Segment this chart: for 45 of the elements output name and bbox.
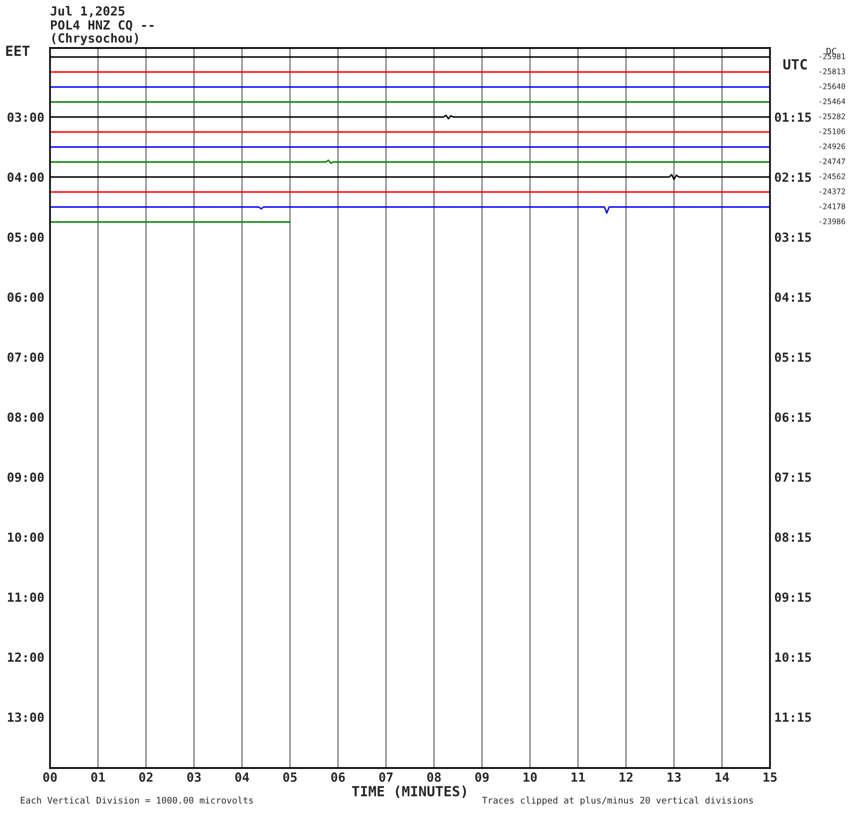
y2-tick-label: 07:15 — [774, 472, 811, 482]
x-tick-label: 03 — [187, 772, 201, 782]
y-tick-label: 05:00 — [8, 232, 44, 242]
chart-subtitle: POL4 HNZ CQ -- (Chrysochou) — [50, 20, 154, 46]
y2-tick-label: 03:15 — [774, 232, 811, 242]
y-tick-label: 09:00 — [8, 472, 44, 482]
x-tick-label: 07 — [379, 772, 393, 782]
y-tick-label: 12:00 — [8, 652, 44, 662]
x-tick-label: 11 — [572, 772, 585, 782]
y2-tick-label: 09:15 — [774, 592, 811, 602]
y2-tick-label: 11:15 — [775, 712, 811, 722]
y-tick-label: 13:00 — [8, 712, 44, 722]
text: Each Vertical Division = 1000.00 microvolts — [20, 796, 253, 804]
y2-tick-label: 10:15 — [775, 652, 811, 662]
y-tick-label: 08:00 — [8, 412, 44, 422]
y2-tick-label: 01:15 — [774, 112, 811, 122]
x-tick-label: 13 — [668, 772, 681, 782]
x-tick-label: 00 — [43, 772, 57, 782]
y2-axis-title: UTC — [783, 59, 807, 70]
x-axis-title: TIME (MINUTES) — [352, 786, 466, 798]
y2-tick-label: 05:15 — [774, 352, 811, 362]
x-tick-label: 08 — [427, 772, 441, 782]
y2-tick-label: 04:15 — [774, 292, 811, 302]
x-tick-label: 02 — [139, 772, 152, 782]
y2-tick-label: 08:15 — [774, 532, 811, 542]
y2-tick-label: 06:15 — [774, 412, 811, 422]
x-tick-label: 10 — [524, 772, 537, 782]
x-tick-label: 04 — [235, 772, 249, 782]
y-tick-label: 06:00 — [8, 292, 44, 302]
text: Traces clipped at plus/minus 20 vertical divisions — [482, 796, 753, 806]
x-tick-label: 06 — [331, 772, 345, 782]
y-tick-label: 03:00 — [8, 112, 44, 122]
x-tick-label: 12 — [620, 772, 632, 782]
x-tick-label: 09 — [475, 772, 489, 782]
y-tick-label: 10:00 — [8, 532, 44, 542]
x-tick-label: 14 — [716, 772, 729, 782]
y2-tick-label: 02:15 — [774, 172, 811, 182]
y-tick-label: 11:00 — [8, 592, 44, 602]
y-axis-title: EET — [6, 46, 30, 56]
chart-title: Jul 1,2025 — [50, 6, 124, 18]
y-tick-label: 07:00 — [8, 352, 44, 362]
x-tick-label: 01 — [91, 772, 105, 782]
y-tick-label: 04:00 — [8, 172, 44, 182]
x-tick-label: 15 — [764, 772, 777, 782]
x-tick-label: 05 — [283, 772, 297, 782]
